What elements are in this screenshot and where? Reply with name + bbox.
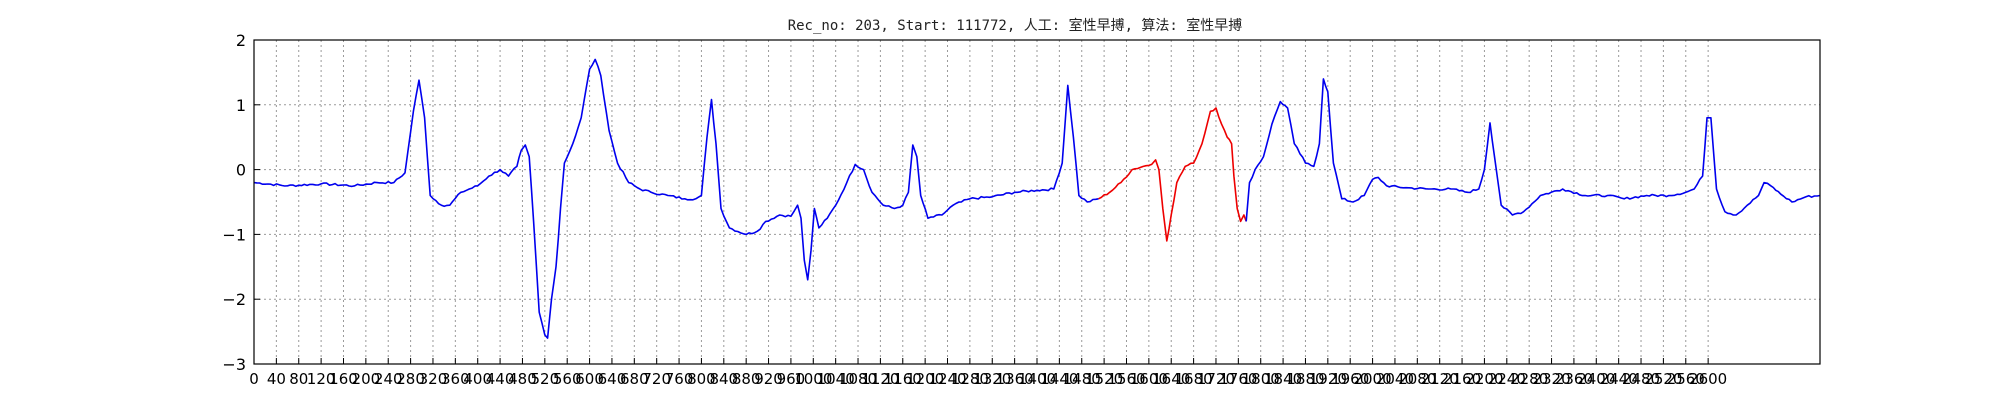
- x-tick-label: 280: [396, 370, 425, 388]
- x-tick-label: 1480: [1063, 370, 1101, 388]
- x-tick-label: 1240: [928, 370, 966, 388]
- x-tick-label: 2600: [1689, 370, 1727, 388]
- x-tick-label: 2440: [1600, 370, 1638, 388]
- x-tick-label: 2040: [1376, 370, 1414, 388]
- x-tick-label: 1640: [1152, 370, 1190, 388]
- x-tick-label: 1040: [817, 370, 855, 388]
- x-tick-label: 2520: [1644, 370, 1682, 388]
- x-tick-label: 2080: [1398, 370, 1436, 388]
- x-tick-label: 560: [553, 370, 582, 388]
- x-tick-label: 400: [463, 370, 492, 388]
- x-tick-label: 920: [754, 370, 783, 388]
- plot-frame: [253, 39, 1821, 365]
- x-tick-label: 1000: [794, 370, 832, 388]
- x-tick-label: 2320: [1532, 370, 1570, 388]
- x-tick-label: 2200: [1465, 370, 1503, 388]
- ecg-series-line-1: [1098, 107, 1247, 242]
- x-tick-label: 2400: [1577, 370, 1615, 388]
- x-tick-label: 960: [777, 370, 806, 388]
- x-tick-label: 2280: [1510, 370, 1548, 388]
- x-tick-label: 640: [598, 370, 627, 388]
- y-tick-label: −2: [222, 290, 246, 309]
- y-tick-label: −1: [222, 225, 246, 244]
- x-tick-label: 360: [441, 370, 470, 388]
- y-tick-label: −3: [222, 355, 246, 374]
- series-layer: [253, 58, 1821, 339]
- x-tick-label: 1120: [861, 370, 899, 388]
- x-tick-label: 2360: [1555, 370, 1593, 388]
- x-tick-label: 440: [486, 370, 515, 388]
- x-tick-label: 1560: [1107, 370, 1145, 388]
- x-tick-label: 1600: [1130, 370, 1168, 388]
- x-tick-label: 1360: [996, 370, 1034, 388]
- x-tick-label: 2160: [1443, 370, 1481, 388]
- x-tick-label: 1920: [1309, 370, 1347, 388]
- x-tick-label: 760: [665, 370, 694, 388]
- x-tick-label: 800: [687, 370, 716, 388]
- x-tick-label: 320: [419, 370, 448, 388]
- y-tick-label: 1: [236, 96, 246, 115]
- y-tick-label: 0: [236, 161, 246, 180]
- x-tick-label: 2240: [1488, 370, 1526, 388]
- x-tick-label: 480: [508, 370, 537, 388]
- x-tick-label: 720: [642, 370, 671, 388]
- x-tick-label: 1440: [1040, 370, 1078, 388]
- x-tick-label: 80: [289, 370, 308, 388]
- x-tick-label: 1280: [951, 370, 989, 388]
- x-tick-label: 1840: [1264, 370, 1302, 388]
- x-tick-label: 1880: [1286, 370, 1324, 388]
- x-tick-label: 1160: [884, 370, 922, 388]
- x-tick-label: 520: [531, 370, 560, 388]
- x-tick-label: 1960: [1331, 370, 1369, 388]
- x-tick-label: 120: [307, 370, 336, 388]
- x-tick-label: 1080: [839, 370, 877, 388]
- ecg-series-line-0: [253, 58, 1099, 339]
- x-tick-label: 2120: [1421, 370, 1459, 388]
- x-tick-label: 880: [732, 370, 761, 388]
- x-tick-label: 840: [709, 370, 738, 388]
- grid-layer: [254, 40, 1820, 364]
- x-tick-label: 160: [329, 370, 358, 388]
- x-tick-label: 1800: [1242, 370, 1280, 388]
- x-tick-label: 200: [352, 370, 381, 388]
- x-tick-label: 1680: [1175, 370, 1213, 388]
- x-tick-label: 240: [374, 370, 403, 388]
- x-tick-label: 0: [249, 370, 259, 388]
- ecg-series-line-2: [1245, 78, 1821, 222]
- x-tick-label: 2000: [1353, 370, 1391, 388]
- y-tick-label: 2: [236, 31, 246, 50]
- x-tick-label: 1320: [973, 370, 1011, 388]
- x-tick-label: 1200: [906, 370, 944, 388]
- x-tick-label: 1400: [1018, 370, 1056, 388]
- x-tick-label: 2560: [1667, 370, 1705, 388]
- x-tick-label: 1520: [1085, 370, 1123, 388]
- x-tick-label: 1760: [1219, 370, 1257, 388]
- x-tick-label: 680: [620, 370, 649, 388]
- tick-layer: 210−1−2−30 40 8012016020024028032036040044…: [222, 31, 1727, 388]
- x-tick-label: 1720: [1197, 370, 1235, 388]
- x-tick-label: 40: [267, 370, 286, 388]
- chart-title: Rec_no: 203, Start: 111772, 人工: 室性早搏, 算法…: [788, 17, 1243, 34]
- x-tick-label: 2480: [1622, 370, 1660, 388]
- x-tick-label: 600: [575, 370, 604, 388]
